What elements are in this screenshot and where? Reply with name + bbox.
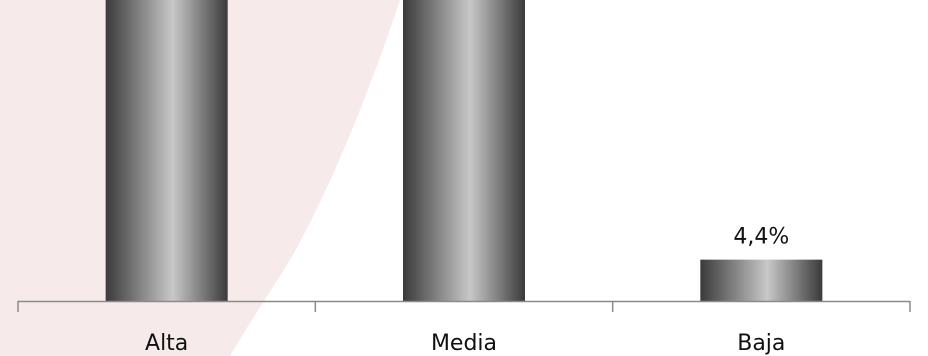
x-tick-label-media: Media	[431, 331, 497, 356]
bar-baja	[700, 259, 823, 301]
bar-media	[403, 0, 525, 302]
x-tick-label-baja: Baja	[737, 331, 785, 356]
data-label-baja: 4,4%	[733, 225, 789, 250]
bar-alta	[105, 0, 228, 301]
x-tick-label-alta: Alta	[145, 331, 188, 356]
